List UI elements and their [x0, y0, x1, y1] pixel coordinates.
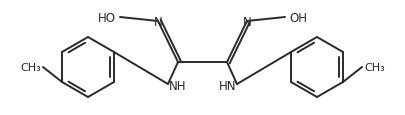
Text: N: N — [153, 15, 162, 28]
Text: HN: HN — [219, 80, 236, 93]
Text: OH: OH — [289, 11, 307, 24]
Text: CH₃: CH₃ — [20, 62, 41, 72]
Text: HO: HO — [98, 11, 116, 24]
Text: CH₃: CH₃ — [364, 62, 385, 72]
Text: N: N — [243, 15, 252, 28]
Text: NH: NH — [169, 80, 186, 93]
